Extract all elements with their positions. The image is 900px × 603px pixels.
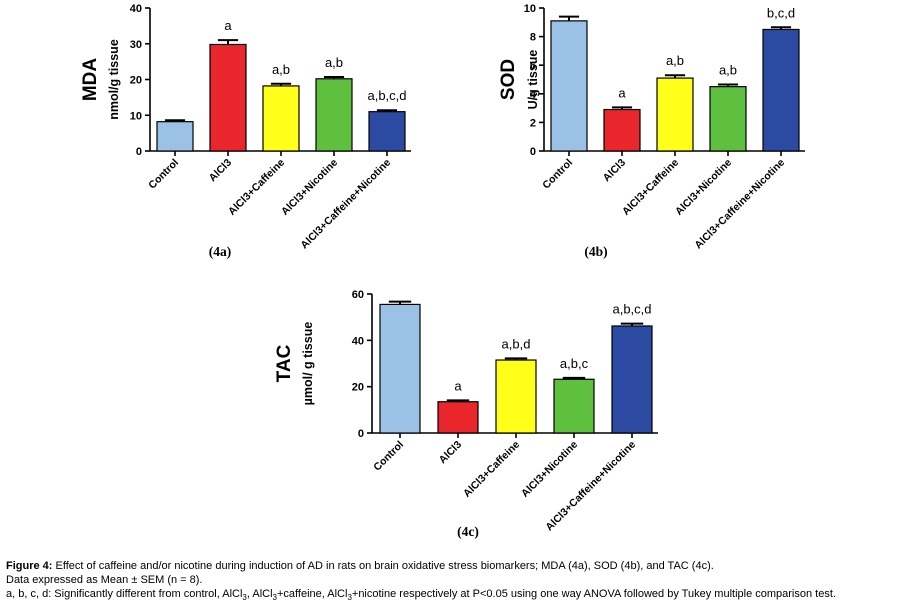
bar [550, 20, 588, 152]
category-label: AlCl3+Caffeine [226, 157, 287, 218]
category-label: AlCl3+Caffeine [461, 439, 522, 500]
caption-line-2: Data expressed as Mean ± SEM (n = 8). [6, 574, 203, 586]
category-label: Control [540, 157, 575, 192]
y-axis-metric: SOD [498, 59, 519, 100]
y-tick-label: 30 [130, 39, 142, 51]
chart-panel-mda: 0 10 20 30 40 Control a AlCl3 a,b AlCl3+Caffeine a… [80, 3, 411, 259]
bar [379, 303, 421, 434]
caption-line-3: a, b, c, d: Significantly different from… [6, 587, 896, 603]
category-label: AlCl3+Caffeine+Nicotine [692, 157, 787, 252]
y-tick-label: 2 [530, 117, 536, 129]
bar [656, 77, 694, 152]
y-axis-metric: MDA [80, 58, 101, 102]
y-tick-label: 40 [352, 335, 364, 347]
category-label: AlCl3+Nicotine [279, 157, 340, 218]
significance-label: a,b [719, 63, 737, 78]
caption-line3-part1: a, b, c, d: Significantly different from… [6, 588, 243, 600]
y-tick-label: 10 [130, 110, 142, 122]
category-label: AlCl3+Caffeine [620, 157, 681, 218]
panel-label: (4a) [209, 244, 232, 259]
caption-subscript-2: 3 [272, 593, 277, 603]
y-tick-label: 40 [130, 3, 142, 15]
significance-label: a,b [325, 55, 343, 70]
caption-line1-text: Effect of caffeine and/or nicotine durin… [55, 560, 714, 572]
caption-line3-part2: , AlCl [246, 588, 273, 600]
y-tick-label: 8 [530, 32, 536, 44]
bar [603, 108, 641, 152]
y-tick-label: 0 [530, 146, 536, 158]
y-tick-label: 0 [136, 146, 142, 158]
caption-line3-part4: +nicotine respectively at P<0.05 using o… [351, 588, 836, 600]
caption-line3-part3: +caffeine, AlCl [277, 588, 348, 600]
caption-subscript-1: 3 [242, 593, 247, 603]
significance-label: a [454, 378, 462, 393]
category-label: AlCl3+Nicotine [519, 439, 580, 500]
category-label: AlCl3 [601, 157, 629, 185]
y-axis-unit: nmol/g tissue [107, 39, 121, 120]
bar [437, 401, 479, 434]
bar [262, 85, 300, 152]
caption-figure-label: Figure 4: [6, 560, 53, 572]
significance-label: a,b,c,d [612, 302, 651, 317]
bar [553, 378, 595, 434]
significance-label: a [618, 85, 626, 100]
category-label: AlCl3+Nicotine [673, 157, 734, 218]
category-label: Control [146, 157, 181, 192]
bar [368, 111, 406, 152]
bar [495, 359, 537, 434]
category-label: AlCl3 [437, 439, 465, 467]
figure-caption: Figure 4: Effect of caffeine and/or nico… [6, 559, 896, 603]
caption-subscript-3: 3 [347, 593, 352, 603]
significance-label: a [224, 18, 232, 33]
panel-label: (4b) [584, 244, 607, 259]
y-tick-label: 4 [530, 89, 537, 101]
significance-label: a,b [272, 62, 290, 77]
caption-line-1: Figure 4: Effect of caffeine and/or nico… [6, 559, 896, 573]
significance-label: a,b,c [560, 356, 589, 371]
category-label: AlCl3 [207, 157, 235, 185]
y-tick-label: 0 [358, 428, 364, 440]
chart-panel-tac: 0 20 40 60 Control a AlCl3 a,b,d AlCl3+Caffeine a… [274, 289, 658, 539]
panel-label: (4c) [457, 524, 479, 539]
significance-label: a,b,d [502, 336, 531, 351]
y-tick-label: 20 [130, 75, 142, 87]
y-axis-metric: TAC [274, 344, 295, 382]
bar [315, 78, 353, 152]
chart-panel-sod: 0 2 4 6 8 10 Control a AlCl3 a,b AlCl3+Caffeine a,b… [498, 3, 805, 259]
y-tick-label: 10 [524, 3, 536, 15]
category-label: Control [371, 439, 406, 474]
category-label: AlCl3+Caffeine+Nicotine [298, 157, 393, 252]
y-axis-unit: µmol/ g tissue [301, 322, 315, 406]
bar [611, 325, 653, 434]
bar [709, 86, 747, 152]
y-axis-unit: U/g tissue [526, 50, 540, 110]
bar [156, 121, 194, 152]
bar [209, 43, 247, 152]
y-tick-label: 60 [352, 289, 364, 301]
significance-label: b,c,d [767, 5, 795, 20]
significance-label: a,b,c,d [367, 88, 406, 103]
y-tick-label: 20 [352, 382, 364, 394]
significance-label: a,b [666, 53, 684, 68]
y-tick-label: 6 [530, 60, 536, 72]
figure-canvas: 010203040ControlaAlCl3a,bAlCl3+Caffeinea… [80, 3, 805, 539]
bar [762, 28, 800, 152]
